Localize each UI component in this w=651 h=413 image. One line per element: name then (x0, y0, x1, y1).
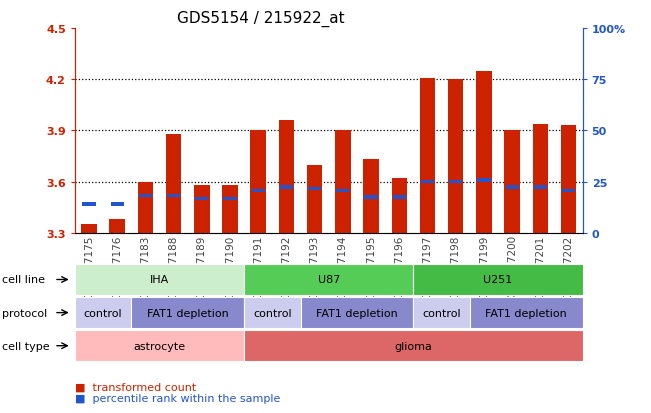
Text: GDS5154 / 215922_at: GDS5154 / 215922_at (176, 10, 344, 26)
Text: cell type: cell type (2, 341, 49, 351)
Bar (166, 135, 182, 233)
Bar (562, 189, 575, 192)
Bar (533, 124, 548, 233)
Bar (111, 203, 124, 206)
Bar (506, 185, 519, 189)
Bar (222, 185, 238, 233)
Text: protocol: protocol (2, 308, 48, 318)
Bar (421, 180, 434, 184)
Text: ■  transformed count: ■ transformed count (75, 382, 196, 392)
Bar (477, 179, 490, 182)
Bar (365, 196, 378, 199)
Bar (81, 225, 97, 233)
Bar (561, 126, 576, 233)
Text: astrocyte: astrocyte (133, 341, 186, 351)
Bar (505, 131, 520, 233)
Text: FAT1 depletion: FAT1 depletion (486, 308, 567, 318)
Bar (307, 165, 322, 233)
Bar (139, 194, 152, 197)
Text: IHA: IHA (150, 275, 169, 285)
Bar (223, 197, 236, 201)
Bar (252, 189, 265, 192)
Bar (280, 185, 293, 189)
Bar (534, 185, 547, 189)
Bar (137, 182, 153, 233)
Bar (251, 131, 266, 233)
Text: U251: U251 (484, 275, 512, 285)
Bar (337, 189, 350, 192)
Bar (420, 78, 436, 233)
Text: control: control (84, 308, 122, 318)
Bar (449, 180, 462, 184)
Text: U87: U87 (318, 275, 340, 285)
Bar (195, 197, 208, 201)
Bar (279, 121, 294, 233)
Bar (83, 203, 96, 206)
Text: glioma: glioma (395, 341, 432, 351)
Bar (363, 160, 379, 233)
Bar (109, 220, 125, 233)
Bar (335, 131, 351, 233)
Text: ■  percentile rank within the sample: ■ percentile rank within the sample (75, 393, 280, 403)
Bar (391, 179, 407, 233)
Text: FAT1 depletion: FAT1 depletion (316, 308, 398, 318)
Bar (476, 71, 492, 233)
Text: cell line: cell line (2, 275, 45, 285)
Text: FAT1 depletion: FAT1 depletion (147, 308, 229, 318)
Bar (448, 80, 464, 233)
Bar (194, 185, 210, 233)
Bar (393, 196, 406, 199)
Text: control: control (422, 308, 461, 318)
Bar (167, 194, 180, 197)
Bar (308, 188, 321, 191)
Text: control: control (253, 308, 292, 318)
